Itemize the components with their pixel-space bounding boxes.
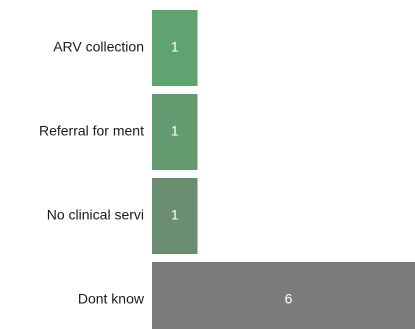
bar-1	[152, 94, 198, 170]
value-label-3: 6	[285, 291, 293, 307]
bar-3	[152, 262, 415, 329]
value-label-0: 1	[171, 39, 179, 55]
value-label-2: 1	[171, 207, 179, 223]
category-label-0: ARV collection	[53, 39, 144, 55]
category-label-3: Dont know	[78, 291, 145, 307]
category-label-2: No clinical servi	[47, 207, 144, 223]
category-label-1: Referral for ment	[39, 123, 144, 139]
value-label-1: 1	[171, 123, 179, 139]
bar-2	[152, 178, 198, 254]
bar-0	[152, 10, 198, 86]
